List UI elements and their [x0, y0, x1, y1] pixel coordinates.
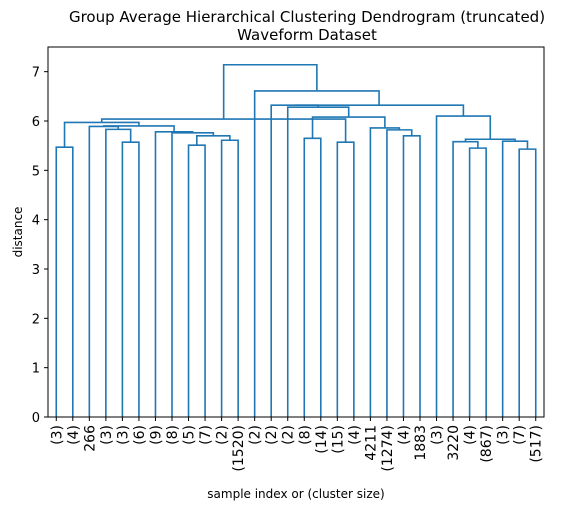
- chart-title: Group Average Hierarchical Clustering De…: [69, 8, 545, 26]
- dendrogram-link: [294, 104, 465, 117]
- x-tick-label: (4): [396, 425, 412, 445]
- x-tick-label: 266: [82, 425, 98, 452]
- dendrogram-link: [55, 146, 74, 417]
- x-tick-label: (2): [264, 425, 280, 445]
- y-axis-label: distance: [11, 207, 25, 258]
- dendrogram-link: [386, 129, 413, 417]
- x-tick-label: (2): [248, 425, 264, 445]
- dendrogram-link: [452, 140, 479, 417]
- dendrogram-link: [171, 132, 215, 417]
- y-tick-label: 4: [32, 214, 40, 229]
- dendrogram-link: [501, 140, 529, 417]
- x-tick-label: (4): [463, 425, 479, 445]
- x-tick-label: (2): [215, 425, 231, 445]
- dendrogram-link: [435, 115, 492, 417]
- dendrogram-link: [303, 137, 322, 417]
- dendrogram-link: [253, 90, 380, 417]
- x-tick-label: (1274): [380, 425, 396, 472]
- dendrogram-link: [286, 106, 350, 417]
- dendrogram-link: [468, 147, 487, 417]
- dendrogram-link: [220, 139, 239, 417]
- x-tick-label: (517): [529, 425, 545, 463]
- dendrogram-link: [222, 63, 318, 120]
- x-tick-label: (14): [314, 425, 330, 454]
- x-tick-label: (6): [132, 425, 148, 445]
- x-tick-label: (4): [347, 425, 363, 445]
- x-tick-label: (4): [66, 425, 82, 445]
- x-tick-label: 1883: [413, 425, 429, 461]
- x-tick-label: (9): [148, 425, 164, 445]
- x-tick-label: (2): [281, 425, 297, 445]
- dendrogram-link: [105, 128, 132, 417]
- x-tick-label: (7): [512, 425, 528, 445]
- x-tick-label: (1520): [231, 425, 247, 472]
- y-tick-label: 5: [32, 164, 40, 179]
- dendrogram-link: [336, 141, 355, 417]
- x-tick-label: (3): [99, 425, 115, 445]
- y-tick-label: 3: [32, 263, 40, 278]
- dendrogram-link: [121, 141, 140, 417]
- y-tick-label: 1: [32, 362, 40, 377]
- y-tick-label: 2: [32, 312, 40, 327]
- x-tick-label: (8): [165, 425, 181, 445]
- x-tick-label: (7): [198, 425, 214, 445]
- x-axis: (3) (4) 266 (3) (3) (6) (9) (8) (5) (7) (2) (1520)(…: [49, 417, 545, 472]
- x-tick-label: (3): [49, 425, 65, 445]
- x-axis-label: sample index or (cluster size): [207, 487, 384, 501]
- dendrogram-links: [55, 63, 537, 417]
- y-axis: 0 1 2 3 4 5 6 7: [32, 66, 48, 426]
- plot-frame: [47, 46, 545, 418]
- x-tick-label: (5): [182, 425, 198, 445]
- x-tick-label: (15): [330, 425, 346, 454]
- chart-subtitle: Waveform Dataset: [237, 26, 377, 44]
- dendrogram-link: [187, 144, 206, 417]
- x-tick-label: (3): [430, 425, 446, 445]
- dendrogram-link: [100, 118, 347, 143]
- x-tick-label: (867): [479, 425, 495, 463]
- x-tick-label: (3): [496, 425, 512, 445]
- y-tick-label: 0: [32, 411, 40, 426]
- dendrogram-link: [369, 127, 401, 417]
- y-tick-label: 7: [32, 66, 40, 81]
- x-tick-label: 3220: [446, 425, 462, 461]
- x-tick-label: 4211: [363, 425, 379, 461]
- dendrogram-link: [88, 125, 120, 417]
- dendrogram-link: [518, 148, 537, 417]
- dendrogram-link: [154, 131, 194, 417]
- dendrogram-link: [402, 135, 421, 417]
- y-tick-label: 6: [32, 115, 40, 130]
- dendrogram-link: [270, 104, 320, 417]
- x-tick-label: (3): [115, 425, 131, 445]
- x-tick-label: (8): [297, 425, 313, 445]
